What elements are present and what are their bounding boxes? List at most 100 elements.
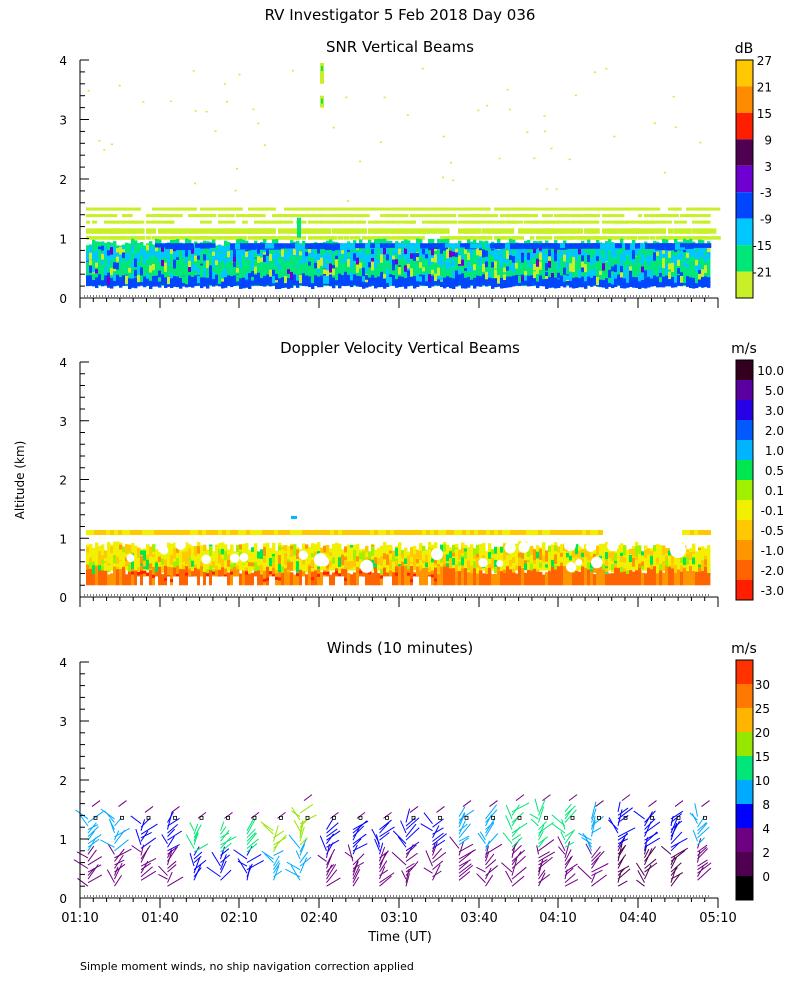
snr-cell [647, 276, 651, 288]
doppler-cell [134, 570, 138, 586]
snr-cell [620, 272, 624, 278]
snr-cell [476, 228, 482, 234]
snr-cell [668, 263, 672, 270]
wind-barb [273, 825, 279, 842]
colorbar-label: 1.0 [765, 444, 784, 458]
doppler-cell [377, 573, 381, 586]
snr-cell [482, 249, 486, 258]
doppler-cell [374, 567, 378, 586]
snr-cell [575, 270, 579, 275]
snr-cell [590, 214, 598, 218]
snr-cell [665, 269, 669, 275]
snr-cell [164, 277, 168, 288]
snr-cell [608, 277, 612, 283]
doppler-cell [437, 574, 441, 586]
doppler-cell [370, 530, 375, 536]
doppler-cell [185, 559, 189, 565]
snr-cell [638, 253, 642, 262]
snr-cell [341, 275, 345, 286]
doppler-cell [538, 530, 543, 536]
wind-barb [617, 868, 631, 880]
wind-barb [277, 811, 286, 819]
snr-cell [284, 275, 288, 284]
doppler-cell [227, 572, 231, 586]
snr-cell [488, 236, 493, 240]
doppler-cell [416, 550, 420, 559]
doppler-cell [479, 570, 483, 586]
wind-barb [193, 823, 199, 835]
snr-cell [254, 266, 258, 274]
snr-cell [272, 220, 281, 224]
doppler-cell [281, 573, 285, 586]
snr-cell [275, 273, 279, 281]
doppler-cell [551, 566, 555, 586]
doppler-cell [179, 568, 183, 586]
snr-cell [200, 228, 208, 234]
doppler-cell [347, 562, 351, 569]
snr-cell [578, 220, 585, 224]
doppler-cell [290, 561, 294, 571]
snr-cell [158, 276, 162, 288]
snr-cell [380, 246, 384, 256]
snr-cell [242, 220, 248, 224]
doppler-cell [455, 543, 459, 571]
wind-barb [171, 806, 180, 813]
doppler-cell [509, 560, 513, 567]
wind-barb [352, 865, 360, 880]
snr-cell [98, 241, 102, 287]
snr-cell [506, 276, 510, 288]
doppler-cell [209, 546, 213, 556]
doppler-cell [266, 566, 270, 586]
doppler-cell [221, 576, 224, 586]
doppler-cell [274, 530, 279, 536]
wind-barb [432, 870, 442, 878]
snr-cell [398, 276, 402, 288]
snr-cell [374, 248, 378, 256]
doppler-cell [302, 568, 306, 574]
wind-barb [551, 823, 566, 834]
snr-cell [140, 228, 145, 234]
wind-barb [197, 811, 207, 819]
wind-barb [505, 804, 513, 820]
doppler-cell [263, 557, 267, 563]
snr-cell [236, 214, 245, 218]
snr-cell [449, 277, 453, 289]
snr-cell [668, 271, 672, 280]
doppler-cell [89, 561, 93, 570]
snr-cell [554, 207, 561, 211]
doppler-cell [467, 560, 471, 569]
snr-cell [425, 248, 429, 260]
snr-cell [380, 228, 388, 234]
snr-cell [380, 276, 384, 288]
snr-cell [242, 239, 246, 287]
wind-barb [458, 823, 468, 832]
wind-barb [288, 834, 301, 849]
snr-cell [671, 262, 675, 271]
wind-barb [114, 817, 122, 827]
snr-cell [314, 214, 325, 218]
doppler-cell [514, 530, 519, 536]
snr-cell [113, 273, 117, 281]
snr-cell [315, 243, 325, 249]
snr-cell [506, 88, 509, 91]
doppler-cell [89, 568, 93, 586]
wind-barb [644, 832, 659, 841]
snr-cell [305, 253, 309, 263]
wind-barb [220, 826, 227, 835]
doppler-cell [656, 547, 660, 553]
snr-cell [269, 249, 273, 256]
snr-cell [555, 188, 558, 190]
snr-cell [284, 254, 288, 262]
wind-barb [352, 860, 359, 873]
doppler-cell [671, 556, 675, 565]
doppler-cell [476, 551, 480, 558]
snr-cell [464, 207, 471, 211]
doppler-cell [458, 565, 462, 575]
x-tick-label: 04:10 [539, 911, 576, 926]
snr-cell [599, 274, 603, 279]
doppler-cell [140, 555, 144, 564]
doppler-cell [161, 565, 165, 573]
wind-barb [193, 857, 201, 874]
doppler-cell [440, 566, 444, 574]
